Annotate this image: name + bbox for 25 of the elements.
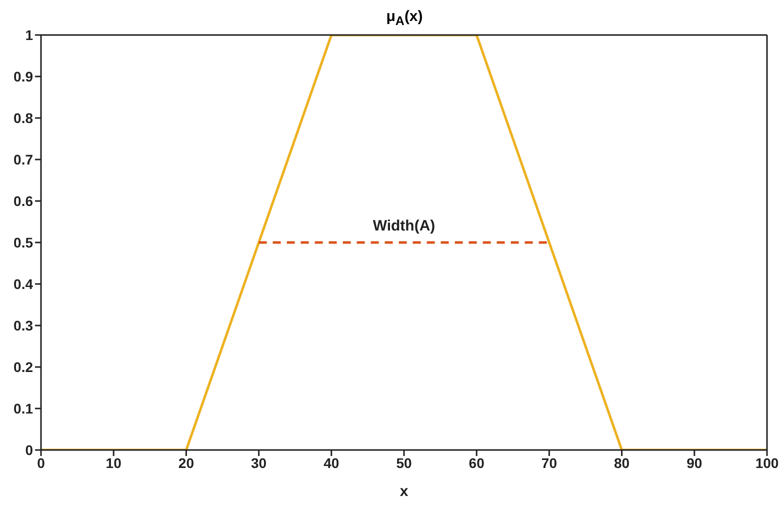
x-tick-label: 80: [614, 454, 630, 471]
x-tick-label: 100: [755, 454, 779, 471]
x-tick-label: 40: [324, 454, 340, 471]
y-tick-label: 0.6: [14, 192, 34, 209]
x-tick-label: 10: [106, 454, 122, 471]
x-tick-label: 30: [251, 454, 267, 471]
y-tick-label: 0: [25, 442, 34, 458]
x-tick-label: 90: [686, 454, 702, 471]
x-tick-label: 60: [468, 454, 485, 471]
x-axis-title: x: [400, 483, 409, 500]
y-tick-label: 1: [25, 26, 34, 43]
y-tick-label: 0.3: [14, 317, 34, 334]
y-tick-label: 0.1: [14, 400, 34, 416]
x-tick-label: 50: [396, 454, 412, 471]
y-tick-label: 0.4: [14, 276, 34, 292]
y-tick-label: 0.8: [14, 110, 34, 126]
x-tick-label: 70: [541, 454, 558, 471]
x-tick-label: 20: [178, 454, 194, 471]
y-tick-label: 0.5: [14, 234, 34, 250]
y-tick-label: 0.2: [14, 358, 34, 375]
chart-title: μ$_{A}$(x): [385, 8, 424, 28]
x-tick-label: 0: [37, 454, 46, 471]
annotation: Width(A): [372, 218, 436, 234]
y-tick-label: 0.7: [14, 151, 34, 168]
y-tick-label: 0.9: [14, 68, 34, 84]
